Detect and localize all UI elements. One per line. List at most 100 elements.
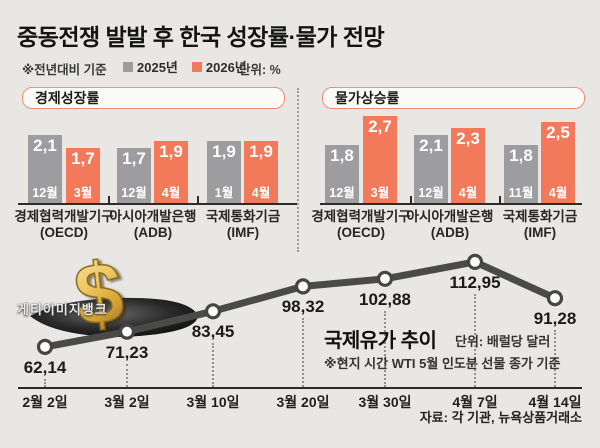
bar-growth-adb-2025년: 1,7 12월: [117, 148, 151, 203]
bar-month: 12월: [121, 186, 147, 200]
leader-line: [302, 318, 304, 387]
oil-date-label: 4월 14일: [528, 394, 582, 410]
oil-date-label: 3월 10일: [186, 394, 240, 410]
legend-label-2025: 2025년: [137, 60, 178, 75]
dollar-sign-icon: $: [70, 244, 128, 344]
bar-cpi-imf-2026년: 2,5 4월: [541, 122, 575, 203]
institution-label: 경제협력개발기구 (OECD): [14, 209, 113, 241]
page-title: 중동전쟁 발발 후 한국 성장률·물가 전망: [17, 24, 385, 50]
bar-month: 11월: [508, 186, 534, 200]
bar-cpi-adb-2026년: 2,3 4월: [451, 128, 485, 203]
bar-cpi-adb-2025년: 2,1 12월: [414, 135, 448, 203]
watermark: 게티이미지뱅크: [17, 302, 108, 317]
institution-name: 국제통화기금: [502, 209, 578, 224]
legend-item-2026: 2026년: [191, 57, 247, 76]
oil-value-label: 91,28: [533, 309, 577, 328]
institution-abbr: (IMF): [523, 225, 557, 240]
bar-month: 3월: [73, 186, 93, 200]
oil-value-label: 71,23: [105, 343, 149, 362]
institution-abbr: (OECD): [40, 225, 88, 240]
institution-name: 국제통화기금: [205, 209, 281, 224]
bar-value: 1,9: [159, 142, 183, 161]
bar-value: 1,8: [509, 146, 533, 165]
leader-line: [474, 294, 476, 387]
bar-growth-imf-2026년: 1,9 4월: [244, 141, 278, 203]
oil-value-label: 112,95: [449, 273, 501, 292]
bar-value: 1,7: [71, 149, 95, 168]
bar-value: 2,1: [419, 136, 443, 155]
bar-cpi-oecd-2026년: 2,7 3월: [363, 116, 397, 203]
oil-value-label: 83,45: [191, 322, 235, 341]
source-credit: 자료: 각 기관, 뉴욕상품거래소: [419, 410, 582, 425]
bar-value: 2,3: [456, 129, 480, 148]
bar-growth-adb-2026년: 1,9 4월: [154, 141, 188, 203]
oil-date-label: 3월 30일: [358, 394, 412, 410]
oil-value-label: 62,14: [23, 358, 67, 377]
basis-note: ※전년대비 기준: [22, 63, 107, 77]
bar-month: 1월: [214, 186, 234, 200]
legend-label-2026: 2026년: [205, 60, 247, 75]
axis-group-tick: [108, 196, 110, 204]
oil-date-label: 4월 7일: [452, 394, 498, 410]
bar-growth-oecd-2025년: 2,1 12월: [28, 135, 62, 203]
bar-value: 2,5: [546, 123, 570, 142]
legend-item-2025: 2025년: [123, 57, 178, 76]
leader-line: [212, 343, 214, 387]
institution-label: 국제통화기금 (IMF): [206, 209, 281, 241]
institution-name: 경제협력개발기구: [311, 209, 411, 224]
axis-group-tick: [499, 196, 501, 204]
axis-group-tick: [410, 196, 412, 204]
bar-value: 2,1: [33, 136, 57, 155]
bar-cpi-oecd-2025년: 1,8 12월: [325, 145, 359, 203]
data-point-marker: [546, 290, 564, 307]
oil-value-label: 98,32: [281, 297, 325, 316]
section-header-inflation: 물가상승률: [322, 87, 585, 109]
institution-abbr: (OECD): [337, 225, 385, 240]
oil-chart-note: ※현지 시간 WTI 5월 인도분 선물 종가 기준: [324, 356, 561, 371]
leader-line: [554, 330, 556, 387]
leader-line: [126, 364, 128, 387]
oil-date-label: 3월 20일: [276, 394, 330, 410]
data-point-marker: [466, 253, 484, 270]
legend-swatch-2026-icon: [191, 61, 202, 72]
institution-abbr: (ADB): [133, 225, 173, 240]
bar-month: 12월: [32, 186, 58, 200]
institution-label: 아시아개발은행 (ADB): [110, 209, 197, 241]
section-header-growth: 경제성장률: [22, 87, 285, 109]
data-point-marker: [204, 303, 222, 320]
bar-month: 12월: [329, 186, 355, 200]
bar-month: 4월: [548, 186, 568, 200]
institution-label: 국제통화기금 (IMF): [503, 209, 578, 241]
oil-chart-unit: 단위: 배럴당 달러: [455, 334, 551, 349]
axis-group-tick: [197, 196, 199, 204]
oil-x-axis: [18, 387, 582, 389]
bar-value: 2,7: [368, 117, 392, 136]
bar-month: 4월: [458, 186, 478, 200]
bar-growth-imf-2025년: 1,9 1월: [207, 141, 241, 203]
legend: 2025년 2026년: [123, 57, 247, 76]
institution-name: 아시아개발은행: [109, 209, 197, 224]
bar-cpi-imf-2025년: 1,8 11월: [504, 145, 538, 203]
bar-value: 1,8: [330, 146, 354, 165]
bar-axis: [320, 203, 582, 205]
bar-month: 4월: [251, 186, 271, 200]
bar-axis: [18, 203, 297, 205]
bar-month: 4월: [161, 186, 181, 200]
institution-label: 경제협력개발기구 (OECD): [311, 209, 410, 241]
bar-value: 1,9: [249, 142, 273, 161]
data-point-marker: [36, 338, 54, 355]
institution-abbr: (IMF): [226, 225, 260, 240]
unit-label: 단위: %: [239, 63, 281, 77]
institution-name: 아시아개발은행: [406, 209, 494, 224]
bar-value: 1,9: [212, 142, 236, 161]
leader-line: [384, 311, 386, 387]
institution-name: 경제협력개발기구: [14, 209, 114, 224]
oil-chart-title: 국제유가 추이: [324, 330, 437, 352]
bar-value: 1,7: [122, 149, 146, 168]
oil-date-label: 2월 2일: [22, 394, 68, 410]
bar-growth-oecd-2026년: 1,7 3월: [66, 148, 100, 203]
legend-swatch-2025-icon: [123, 61, 133, 72]
data-point-marker: [376, 270, 394, 287]
bar-month: 12월: [418, 186, 444, 200]
